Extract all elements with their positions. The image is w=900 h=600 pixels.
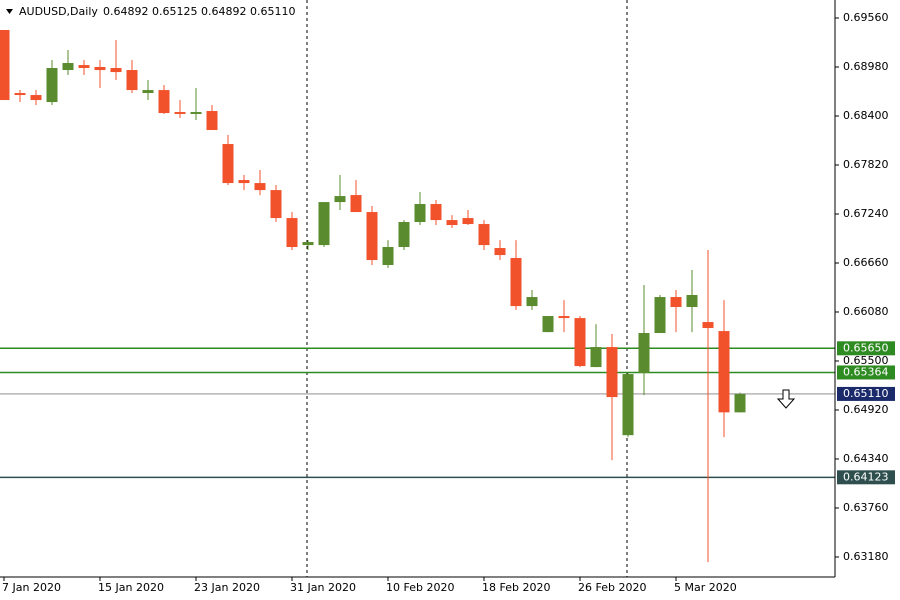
candle-body	[238, 180, 250, 184]
price-label: 0.65364	[843, 365, 889, 378]
y-tick-label: 0.67820	[843, 158, 889, 171]
candle-body	[206, 111, 218, 131]
candle-body	[462, 218, 474, 225]
candle-body	[558, 316, 570, 319]
candle-body	[606, 347, 618, 398]
x-tick-label: 15 Jan 2020	[98, 581, 164, 594]
ohlc-open: 0.64892	[103, 5, 149, 18]
candle-body	[190, 112, 202, 114]
candle-body	[446, 220, 458, 226]
y-tick-label: 0.65500	[843, 354, 889, 367]
candle-body	[350, 195, 362, 213]
candle-body	[174, 112, 186, 114]
candle-body	[30, 95, 42, 101]
candle-body	[414, 204, 426, 223]
candle-body	[366, 212, 378, 261]
price-label-box	[837, 386, 895, 401]
candle-body	[510, 258, 522, 307]
candle-body	[158, 90, 170, 114]
y-tick-label: 0.64920	[843, 403, 889, 416]
plot	[0, 29, 835, 563]
x-tick-label: 18 Feb 2020	[482, 581, 550, 594]
candle-body	[622, 374, 634, 436]
candle-body	[142, 90, 154, 94]
x-tick-label: 5 Mar 2020	[674, 581, 737, 594]
x-tick-label: 31 Jan 2020	[290, 581, 356, 594]
ohlc-close: 0.65110	[250, 5, 296, 18]
sell-arrow	[776, 389, 796, 409]
candle-body	[126, 70, 138, 91]
x-tick-label: 10 Feb 2020	[386, 581, 454, 594]
x-tick-label: 26 Feb 2020	[578, 581, 646, 594]
y-tick-label: 0.69560	[843, 11, 889, 24]
ohlc-high: 0.65125	[152, 5, 198, 18]
candle-body	[46, 68, 58, 103]
candle-body	[590, 347, 602, 368]
candle-body	[14, 93, 26, 96]
candle-body	[318, 202, 330, 246]
candle-body	[94, 66, 106, 71]
candle-body	[286, 218, 298, 248]
candle-body	[398, 222, 410, 248]
candle-body	[334, 196, 346, 203]
candle-body	[222, 144, 234, 184]
y-tick-label: 0.63180	[843, 550, 889, 563]
candle-body	[62, 63, 74, 71]
candle-body	[670, 297, 682, 308]
price-label-box	[837, 341, 895, 356]
candle-body	[78, 65, 90, 69]
y-tick-label: 0.66080	[843, 305, 889, 318]
candle-body	[638, 333, 650, 374]
price-label-box	[837, 470, 895, 485]
y-tick-label: 0.68400	[843, 109, 889, 122]
candle-body	[542, 316, 554, 333]
candle-body	[574, 318, 586, 367]
candle-body	[302, 242, 314, 246]
candle-body	[654, 297, 666, 334]
y-tick-label: 0.64340	[843, 452, 889, 465]
price-label: 0.64123	[843, 470, 889, 483]
x-tick-label: 7 Jan 2020	[2, 581, 61, 594]
candle-body	[686, 295, 698, 308]
candle-body	[382, 247, 394, 266]
y-tick-label: 0.68980	[843, 60, 889, 73]
candle-body	[718, 331, 730, 413]
candle-body	[526, 297, 538, 307]
candle-body	[702, 322, 714, 329]
price-label: 0.65650	[843, 341, 889, 354]
y-tick-label: 0.66660	[843, 256, 889, 269]
menu-triangle[interactable]	[6, 9, 13, 14]
candle-body	[478, 224, 490, 246]
candle-body	[0, 29, 10, 101]
x-tick-label: 23 Jan 2020	[194, 581, 260, 594]
candle-body	[494, 248, 506, 256]
symbol: AUDUSD,Daily	[19, 5, 98, 18]
y-tick-label: 0.63760	[843, 501, 889, 514]
candle-body	[254, 183, 266, 191]
y-tick-label: 0.67240	[843, 207, 889, 220]
candle-body	[110, 68, 122, 73]
ohlc-low: 0.64892	[201, 5, 247, 18]
candle-body	[430, 204, 442, 221]
candle-body	[734, 393, 746, 413]
price-label: 0.65110	[843, 387, 889, 400]
price-label-box	[837, 365, 895, 380]
candle-body	[270, 190, 282, 219]
